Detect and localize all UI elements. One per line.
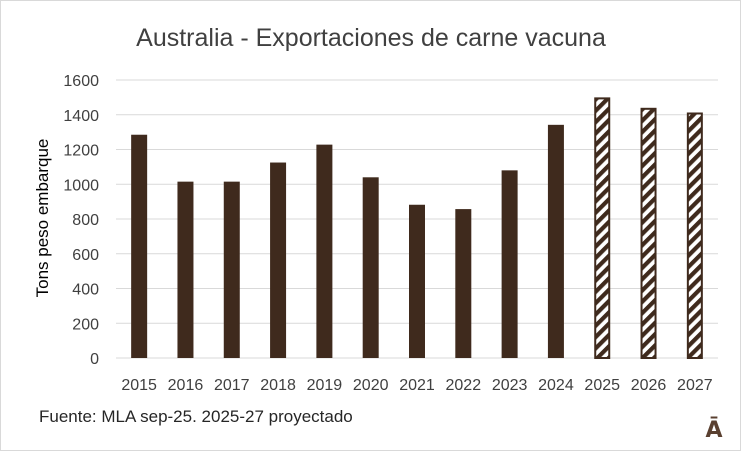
y-tick-label: 800	[72, 212, 99, 229]
bar-2027-projected	[686, 112, 703, 359]
x-tick-labels: 2015 2016 2017 2018 2019 2020 2021 2022 2023 2024…	[121, 377, 712, 394]
bar-2017	[223, 181, 240, 358]
x-tick-label: 2024	[538, 377, 574, 394]
x-tick-label: 2015	[121, 377, 157, 394]
bar-2019	[316, 144, 333, 358]
x-tick-label: 2019	[307, 377, 343, 394]
bar-2018	[270, 162, 287, 358]
bars	[131, 97, 703, 359]
y-axis-label: Tons peso embarque	[33, 139, 52, 298]
y-tick-label: 200	[72, 316, 99, 333]
y-tick-label: 1400	[63, 108, 99, 125]
bar-2025-projected	[594, 97, 611, 359]
bar-2023	[501, 170, 518, 358]
bar-2015	[131, 134, 148, 358]
chart-title: Australia - Exportaciones de carne vacun…	[136, 24, 606, 52]
x-tick-label: 2018	[260, 377, 296, 394]
y-tick-labels: 0 200 400 600 800 1000 1200 1400 1600	[63, 73, 99, 368]
y-tick-label: 1000	[63, 177, 99, 194]
source-note: Fuente: MLA sep-25. 2025-27 proyectado	[39, 407, 353, 426]
y-tick-label: 600	[72, 247, 99, 264]
y-tick-label: 0	[90, 351, 99, 368]
x-tick-label: 2025	[584, 377, 620, 394]
bar-2024	[547, 124, 564, 358]
y-tick-label: 1200	[63, 143, 99, 160]
x-tick-label: 2020	[353, 377, 389, 394]
bar-2022	[455, 209, 472, 358]
y-tick-label: 400	[72, 282, 99, 299]
x-tick-label: 2017	[214, 377, 250, 394]
x-tick-label: 2016	[168, 377, 204, 394]
x-tick-label: 2027	[677, 377, 713, 394]
x-tick-label: 2026	[631, 377, 667, 394]
bar-2021	[409, 204, 425, 358]
bar-2016	[177, 181, 194, 358]
y-tick-label: 1600	[63, 73, 99, 90]
x-tick-label: 2021	[399, 377, 435, 394]
logo-mark: Ā	[705, 417, 722, 443]
bar-2020	[362, 177, 379, 358]
bar-2026-projected	[640, 107, 657, 359]
x-tick-label: 2022	[446, 377, 482, 394]
x-tick-label: 2023	[492, 377, 528, 394]
